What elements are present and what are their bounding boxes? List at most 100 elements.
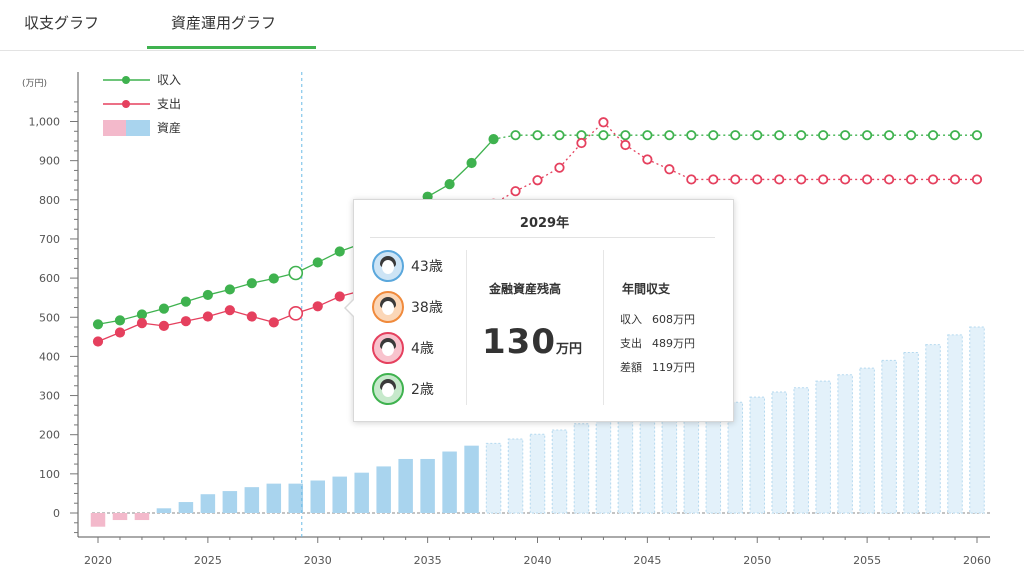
- expense-line-point[interactable]: [288, 306, 304, 321]
- asset-bar[interactable]: [793, 387, 809, 514]
- income-line-point[interactable]: [752, 130, 763, 141]
- expense-line-point[interactable]: [268, 317, 279, 328]
- expense-line-point[interactable]: [774, 174, 785, 185]
- asset-bar[interactable]: [420, 458, 435, 513]
- asset-bar[interactable]: [178, 502, 194, 513]
- expense-line-point[interactable]: [949, 174, 961, 185]
- income-line-point[interactable]: [180, 296, 191, 307]
- asset-bar[interactable]: [749, 396, 765, 514]
- expense-line-point[interactable]: [642, 154, 653, 165]
- income-line-point[interactable]: [532, 130, 543, 141]
- asset-bar[interactable]: [464, 445, 479, 513]
- income-line-point[interactable]: [312, 257, 323, 268]
- income-line-point[interactable]: [686, 130, 697, 141]
- income-line-point[interactable]: [598, 130, 609, 141]
- expense-line-point[interactable]: [818, 174, 829, 185]
- asset-bar[interactable]: [705, 406, 722, 514]
- income-line-point[interactable]: [224, 284, 235, 295]
- income-line-point[interactable]: [334, 246, 345, 257]
- expense-line-point[interactable]: [752, 174, 763, 185]
- asset-bar[interactable]: [925, 344, 941, 514]
- income-line-point[interactable]: [730, 130, 741, 141]
- expense-line-point[interactable]: [312, 301, 323, 312]
- income-line-point[interactable]: [664, 130, 675, 141]
- asset-bar[interactable]: [661, 414, 678, 514]
- asset-bar[interactable]: [354, 472, 369, 513]
- expense-line-point[interactable]: [136, 318, 148, 329]
- asset-bar[interactable]: [815, 380, 831, 514]
- income-line-point[interactable]: [114, 315, 126, 326]
- asset-bar[interactable]: [947, 334, 963, 514]
- asset-bar[interactable]: [332, 476, 347, 513]
- expense-line-point[interactable]: [246, 311, 257, 322]
- income-line-point[interactable]: [92, 319, 104, 330]
- asset-bar[interactable]: [573, 423, 590, 514]
- income-line-point[interactable]: [620, 130, 631, 141]
- expense-line-point[interactable]: [927, 174, 939, 185]
- expense-line-point[interactable]: [883, 174, 895, 185]
- income-line-point[interactable]: [288, 265, 304, 281]
- expense-line-point[interactable]: [180, 316, 191, 327]
- asset-bar[interactable]: [617, 418, 634, 514]
- asset-bar[interactable]: [112, 513, 128, 521]
- expense-line-point[interactable]: [971, 174, 983, 185]
- expense-line-point[interactable]: [92, 336, 104, 347]
- income-line-point[interactable]: [708, 130, 719, 141]
- expense-line-point[interactable]: [158, 320, 170, 331]
- asset-bar[interactable]: [244, 487, 260, 513]
- expense-line-point[interactable]: [796, 174, 807, 185]
- asset-bar[interactable]: [837, 374, 853, 514]
- expense-line-point[interactable]: [664, 164, 675, 175]
- expense-line-point[interactable]: [554, 162, 565, 173]
- asset-bar[interactable]: [551, 429, 568, 514]
- asset-bar[interactable]: [310, 480, 326, 513]
- asset-bar[interactable]: [727, 401, 744, 514]
- asset-bar[interactable]: [288, 483, 304, 513]
- income-line-point[interactable]: [862, 130, 873, 141]
- income-line-point[interactable]: [927, 130, 939, 141]
- expense-line-point[interactable]: [334, 291, 345, 302]
- asset-bar[interactable]: [485, 442, 502, 514]
- asset-bar[interactable]: [595, 420, 612, 514]
- income-line-point[interactable]: [488, 134, 499, 145]
- income-line-point[interactable]: [883, 130, 895, 141]
- expense-line-point[interactable]: [862, 174, 873, 185]
- expense-line-point[interactable]: [905, 174, 917, 185]
- expense-line-point[interactable]: [532, 175, 543, 186]
- income-line-point[interactable]: [840, 130, 851, 141]
- asset-bar[interactable]: [134, 513, 150, 521]
- asset-bar[interactable]: [639, 416, 656, 514]
- asset-bar[interactable]: [859, 367, 875, 514]
- income-line-point[interactable]: [136, 309, 148, 320]
- expense-line-point[interactable]: [708, 174, 719, 185]
- income-line-point[interactable]: [202, 289, 213, 301]
- asset-bar[interactable]: [683, 410, 700, 514]
- income-line-point[interactable]: [971, 130, 983, 141]
- asset-bar[interactable]: [442, 451, 457, 513]
- income-line-point[interactable]: [818, 130, 829, 141]
- expense-line-point[interactable]: [620, 139, 631, 151]
- income-line-point[interactable]: [510, 130, 521, 141]
- income-line-point[interactable]: [905, 130, 917, 141]
- income-line-point[interactable]: [554, 130, 565, 141]
- income-line-point[interactable]: [774, 130, 785, 141]
- asset-bar[interactable]: [398, 458, 413, 513]
- expense-line-point[interactable]: [114, 327, 126, 338]
- asset-bar[interactable]: [881, 359, 897, 514]
- expense-line-point[interactable]: [202, 311, 213, 322]
- expense-line-point[interactable]: [510, 186, 521, 197]
- expense-line-point[interactable]: [576, 137, 587, 149]
- tab-income-expense-graph[interactable]: 収支グラフ: [24, 14, 100, 32]
- asset-bar[interactable]: [200, 494, 216, 513]
- income-line-point[interactable]: [444, 179, 455, 190]
- tab-asset-management-graph[interactable]: 資産運用グラフ: [171, 14, 277, 32]
- expense-line-point[interactable]: [598, 117, 609, 128]
- income-line-point[interactable]: [268, 273, 279, 284]
- income-line-point[interactable]: [466, 157, 477, 169]
- asset-bar[interactable]: [529, 433, 546, 514]
- income-line-point[interactable]: [949, 130, 961, 141]
- income-line-point[interactable]: [642, 130, 653, 141]
- income-line-point[interactable]: [796, 130, 807, 141]
- expense-line-point[interactable]: [686, 174, 697, 185]
- asset-bar[interactable]: [376, 466, 391, 513]
